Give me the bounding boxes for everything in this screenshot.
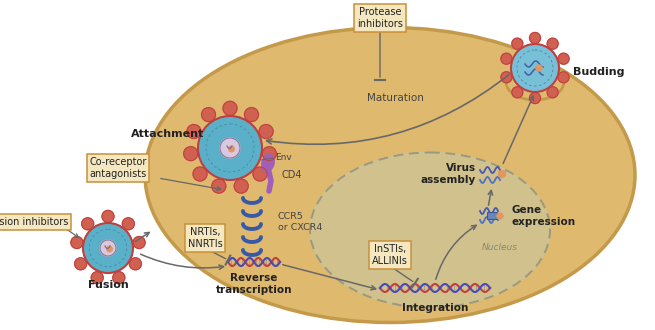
- Circle shape: [558, 53, 569, 64]
- Circle shape: [113, 272, 125, 284]
- Circle shape: [512, 38, 523, 49]
- Text: CCR5
or CXCR4: CCR5 or CXCR4: [278, 212, 322, 232]
- Circle shape: [83, 223, 133, 273]
- Text: NRTIs,
NNRTIs: NRTIs, NNRTIs: [187, 227, 223, 249]
- Circle shape: [244, 108, 259, 121]
- Text: Env: Env: [275, 153, 291, 162]
- Ellipse shape: [145, 27, 635, 322]
- Circle shape: [75, 258, 86, 270]
- Text: Attachment: Attachment: [132, 129, 204, 139]
- Circle shape: [229, 146, 234, 152]
- Circle shape: [122, 218, 134, 230]
- Circle shape: [91, 272, 103, 284]
- Circle shape: [536, 65, 542, 71]
- Text: Fusion inhibitors: Fusion inhibitors: [0, 217, 68, 227]
- Text: Reverse
transcription: Reverse transcription: [215, 273, 292, 295]
- Circle shape: [107, 246, 112, 252]
- Text: CD4: CD4: [282, 170, 303, 180]
- Text: Co-receptor
antagonists: Co-receptor antagonists: [89, 157, 147, 179]
- Text: Nucleus: Nucleus: [482, 244, 518, 252]
- Circle shape: [187, 124, 201, 139]
- Text: Virus
assembly: Virus assembly: [421, 163, 476, 185]
- Text: Budding: Budding: [573, 67, 624, 77]
- Circle shape: [511, 44, 559, 92]
- Circle shape: [212, 179, 226, 193]
- Circle shape: [102, 211, 114, 222]
- Circle shape: [497, 213, 503, 219]
- Circle shape: [558, 72, 569, 83]
- Circle shape: [529, 32, 540, 44]
- Circle shape: [183, 147, 198, 161]
- Circle shape: [253, 167, 267, 181]
- Circle shape: [501, 53, 512, 64]
- Text: Protease
inhibitors: Protease inhibitors: [357, 7, 403, 29]
- Circle shape: [202, 108, 215, 121]
- Ellipse shape: [506, 64, 564, 100]
- Ellipse shape: [310, 152, 550, 308]
- Text: Gene
expression: Gene expression: [512, 205, 576, 227]
- Circle shape: [223, 101, 237, 115]
- Text: InSTIs,
ALLINIs: InSTIs, ALLINIs: [372, 244, 408, 266]
- Circle shape: [501, 72, 512, 83]
- Circle shape: [220, 138, 240, 158]
- Circle shape: [133, 237, 145, 248]
- Circle shape: [100, 240, 116, 256]
- Text: Integration: Integration: [402, 303, 468, 313]
- FancyBboxPatch shape: [487, 213, 498, 219]
- Circle shape: [498, 171, 506, 178]
- Circle shape: [82, 218, 94, 230]
- Circle shape: [547, 87, 558, 98]
- Text: Fusion: Fusion: [88, 280, 128, 290]
- Circle shape: [529, 92, 540, 104]
- Text: Maturation: Maturation: [367, 93, 423, 103]
- Circle shape: [512, 87, 523, 98]
- Circle shape: [193, 167, 207, 181]
- Circle shape: [198, 116, 262, 180]
- Circle shape: [71, 237, 83, 248]
- Circle shape: [259, 124, 273, 139]
- Circle shape: [262, 147, 276, 161]
- Circle shape: [130, 258, 141, 270]
- Circle shape: [547, 38, 558, 49]
- Ellipse shape: [262, 154, 274, 172]
- Circle shape: [234, 179, 248, 193]
